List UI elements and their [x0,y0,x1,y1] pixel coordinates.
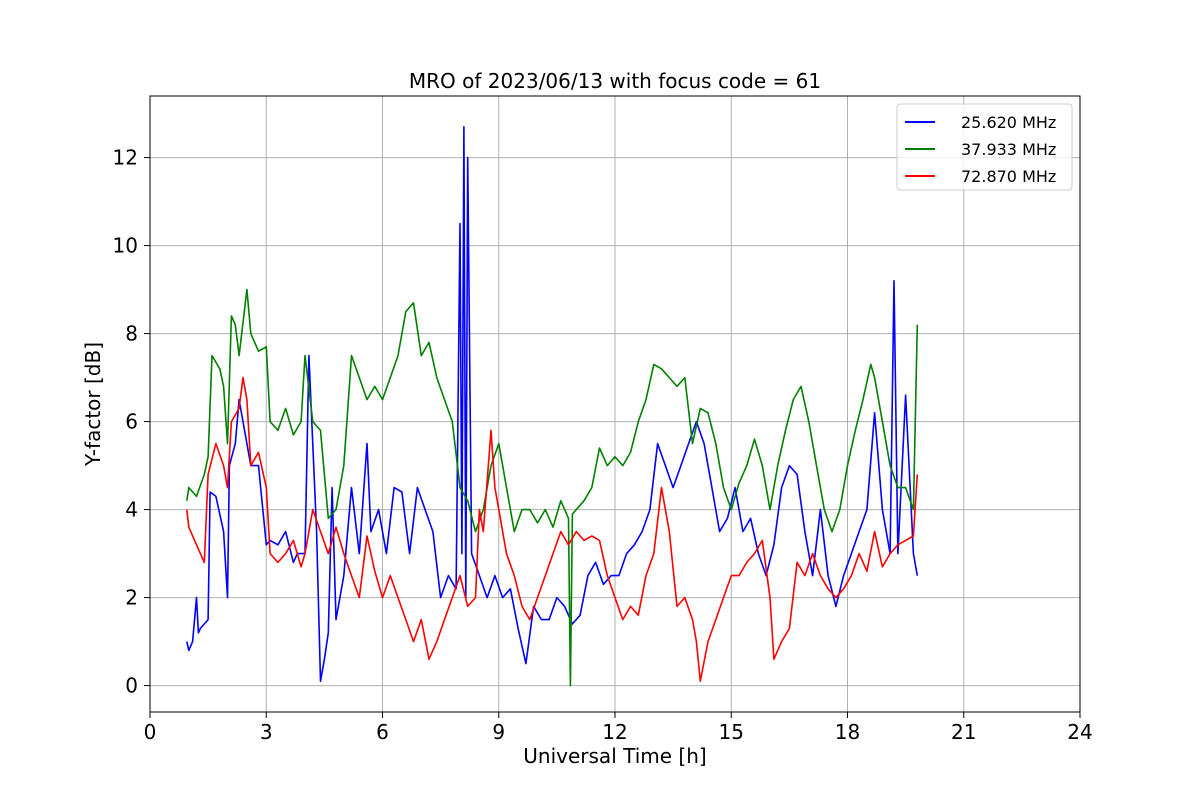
x-tick-label: 24 [1067,720,1092,744]
x-tick-label: 21 [951,720,976,744]
x-tick-label: 3 [260,720,273,744]
x-tick-label: 12 [602,720,627,744]
series-line [186,126,919,683]
legend-label: 25.620 MHz [961,113,1056,132]
series-line [186,288,919,687]
legend-label: 37.933 MHz [961,140,1056,159]
legend-box [896,103,1073,191]
y-tick-label: 8 [125,322,138,346]
x-tick-label: 0 [144,720,157,744]
y-tick-label: 4 [125,498,138,522]
x-tick-label: 6 [376,720,389,744]
series-line [186,376,919,683]
x-axis-label: Universal Time [h] [523,744,706,768]
y-tick-label: 12 [113,146,138,170]
y-tick-label: 2 [125,586,138,610]
y-tick-label: 0 [125,674,138,698]
y-tick-label: 10 [113,234,138,258]
series-layer [186,126,919,687]
legend-label: 72.870 MHz [961,167,1056,186]
y-axis-label: Y-factor [dB] [81,342,105,467]
chart-title: MRO of 2023/06/13 with focus code = 61 [409,69,821,93]
x-tick-label: 15 [719,720,744,744]
y-tick-label: 6 [125,410,138,434]
x-tick-label: 18 [835,720,860,744]
legend: 25.620 MHz 37.933 MHz 72.870 MHz [896,103,1073,191]
x-tick-label: 9 [492,720,505,744]
